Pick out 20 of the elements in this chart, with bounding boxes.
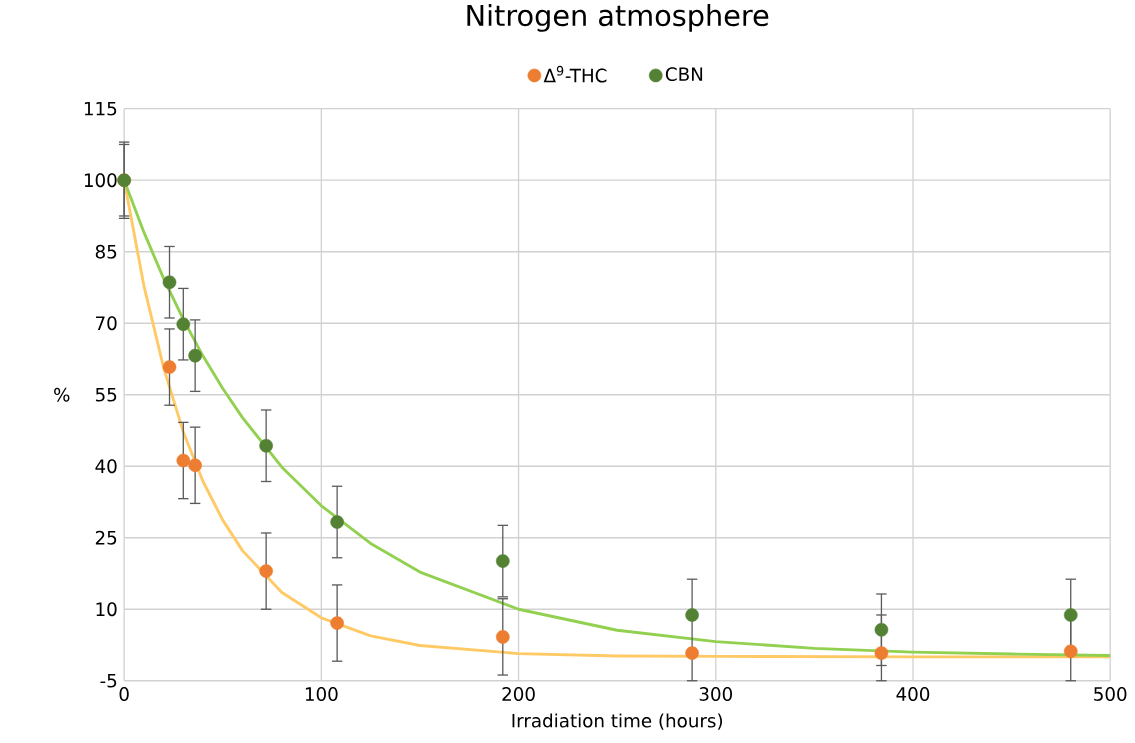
x-tick-label: 100 — [305, 686, 338, 701]
y-tick-label: 10 — [96, 602, 117, 616]
chart-title: Nitrogen atmosphere — [467, 3, 769, 32]
y-tick-label: -5 — [100, 673, 117, 688]
x-tick-label: 400 — [896, 686, 930, 701]
y-tick-label: 40 — [95, 459, 117, 473]
y-tick-label: 25 — [95, 530, 117, 545]
y-axis-title: % — [54, 387, 70, 402]
y-tick-label: 55 — [95, 387, 117, 402]
x-axis-title: Irradiation time (hours) — [512, 713, 723, 730]
y-tick-label: 70 — [96, 316, 117, 330]
y-tick-label: 115 — [84, 101, 117, 116]
x-tick-label: 500 — [1094, 686, 1127, 701]
x-tick-label: 200 — [502, 686, 535, 701]
x-tick-label: 0 — [119, 686, 129, 701]
x-tick-label: 300 — [699, 686, 733, 701]
y-tick-label: 85 — [95, 244, 117, 259]
legend-label: CBN — [665, 67, 703, 81]
legend-label: Δ$^{9}$-THC — [543, 65, 607, 83]
y-tick-label: 100 — [84, 173, 117, 187]
